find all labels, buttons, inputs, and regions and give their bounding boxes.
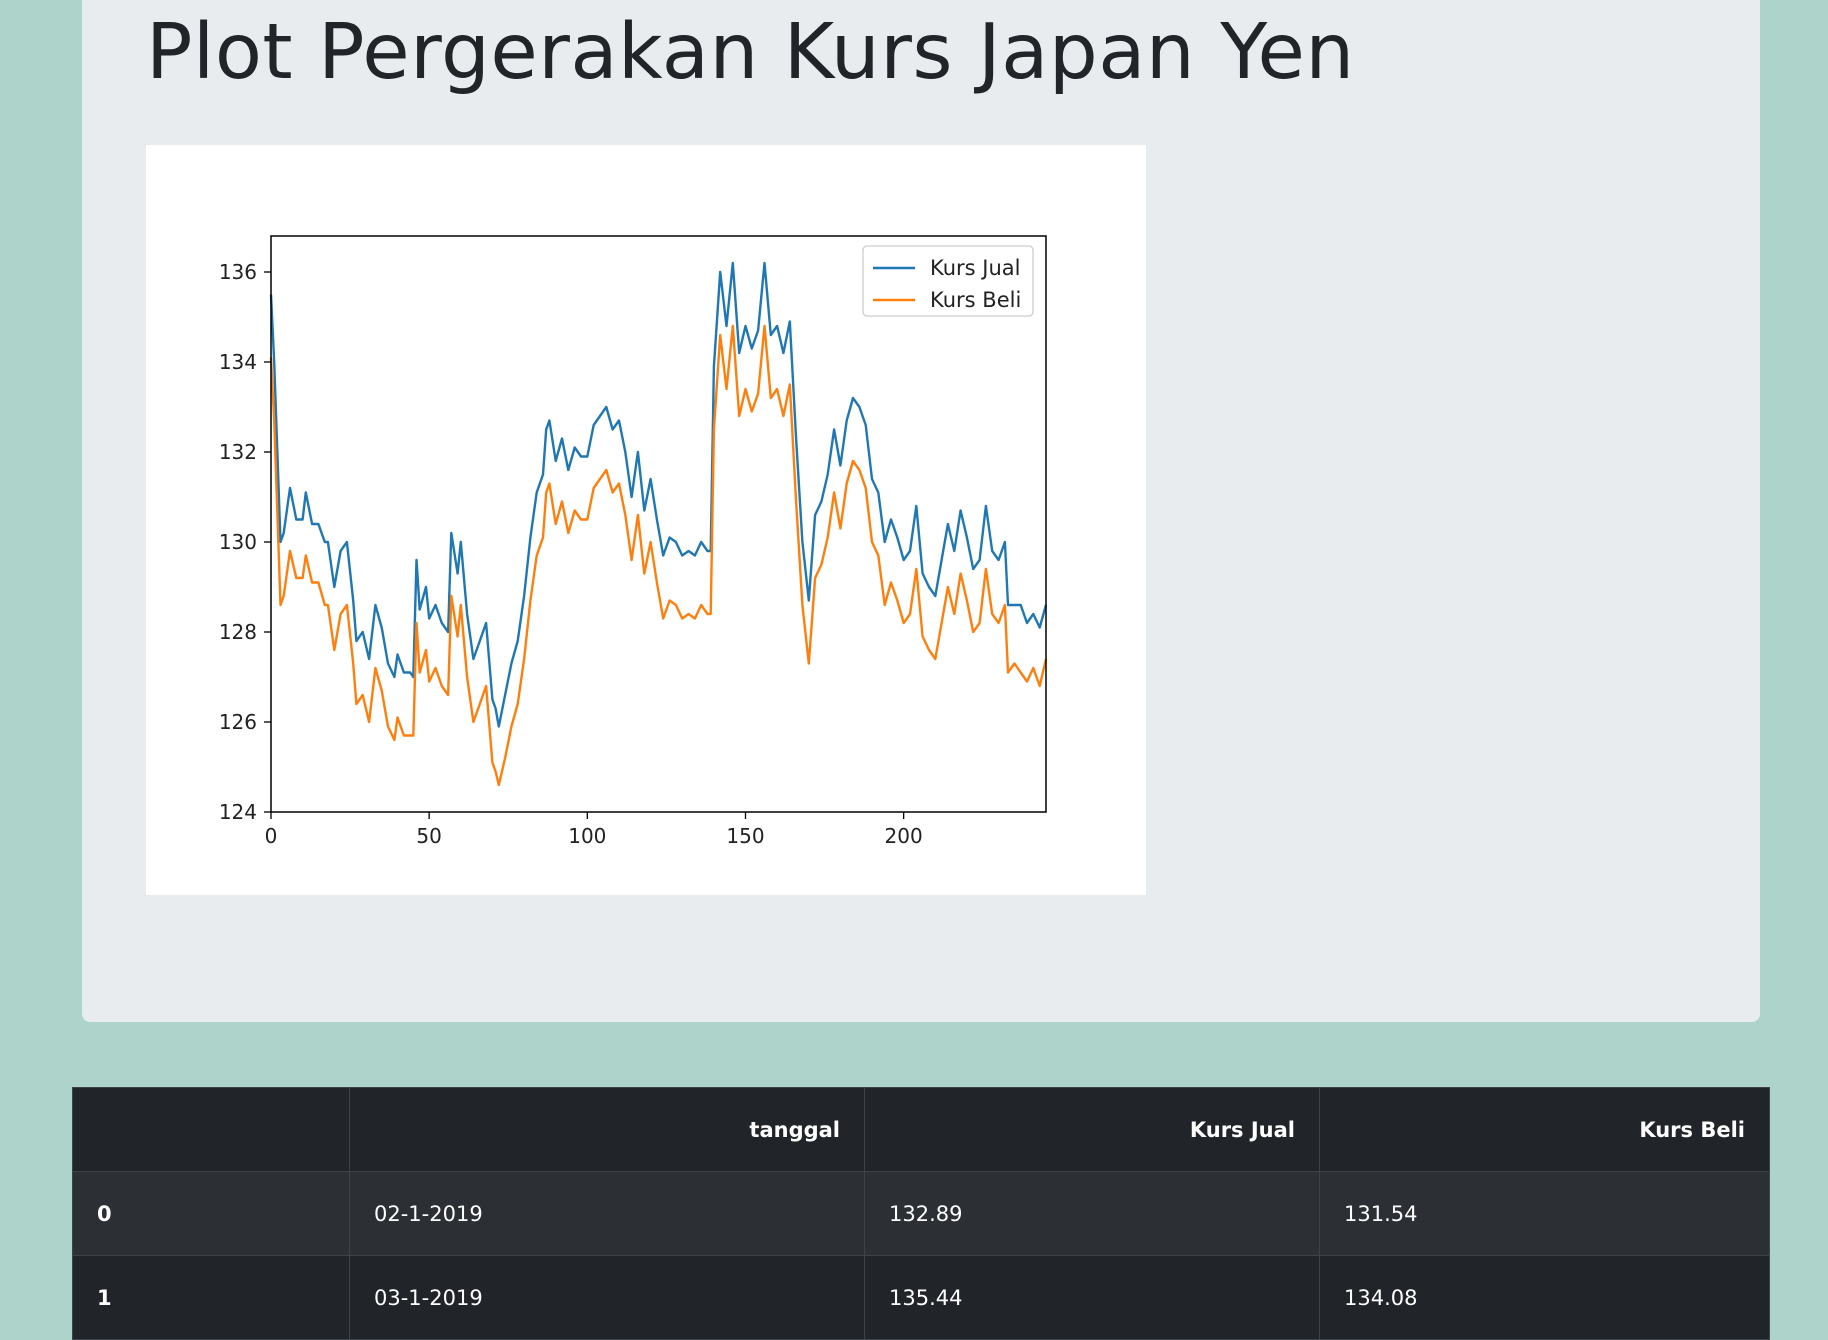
header-kurs-jual: Kurs Jual <box>864 1087 1320 1172</box>
x-tick-label: 200 <box>885 824 923 848</box>
y-tick-label: 132 <box>219 440 257 464</box>
cell-kurs-jual: 135.44 <box>864 1255 1320 1340</box>
row-index: 0 <box>72 1171 350 1256</box>
y-tick-label: 124 <box>219 800 257 824</box>
x-tick-label: 0 <box>265 824 278 848</box>
row-index: 1 <box>72 1255 350 1340</box>
x-tick-label: 150 <box>726 824 764 848</box>
series-line-1 <box>269 261 1048 728</box>
legend-label-1: Kurs Jual <box>930 256 1021 280</box>
y-tick-label: 130 <box>219 530 257 554</box>
cell-kurs-beli: 134.08 <box>1319 1255 1770 1340</box>
y-tick-label: 126 <box>219 710 257 734</box>
line-chart: 0 50 100 150 200 124 126 128 130 132 134 136 Kurs Ju… <box>219 235 1048 848</box>
table-header-row: tanggal Kurs Jual Kurs Beli <box>72 1087 1770 1172</box>
y-tick-label: 136 <box>219 260 257 284</box>
cell-tanggal: 02-1-2019 <box>349 1171 865 1256</box>
rates-table: tanggal Kurs Jual Kurs Beli 0 02-1-2019 … <box>72 1087 1770 1340</box>
y-tick-label: 134 <box>219 350 257 374</box>
y-tick-label: 128 <box>219 620 257 644</box>
header-index <box>72 1087 350 1172</box>
header-tanggal: tanggal <box>349 1087 865 1172</box>
header-kurs-beli: Kurs Beli <box>1319 1087 1770 1172</box>
cell-kurs-jual: 132.89 <box>864 1171 1320 1256</box>
cell-tanggal: 03-1-2019 <box>349 1255 865 1340</box>
legend-label-2: Kurs Beli <box>930 288 1021 312</box>
plot-frame <box>270 235 1047 813</box>
cell-kurs-beli: 131.54 <box>1319 1171 1770 1256</box>
series-line-2 <box>269 324 1048 787</box>
table-row: 0 02-1-2019 132.89 131.54 <box>72 1171 1770 1256</box>
x-tick-label: 100 <box>568 824 606 848</box>
x-tick-label: 50 <box>416 824 441 848</box>
chart-legend <box>862 245 1034 317</box>
plot-image: 0 50 100 150 200 124 126 128 130 132 134 136 Kurs Ju… <box>146 145 1146 895</box>
page-title: Plot Pergerakan Kurs Japan Yen <box>146 8 1355 97</box>
table-row: 1 03-1-2019 135.44 134.08 <box>72 1255 1770 1340</box>
